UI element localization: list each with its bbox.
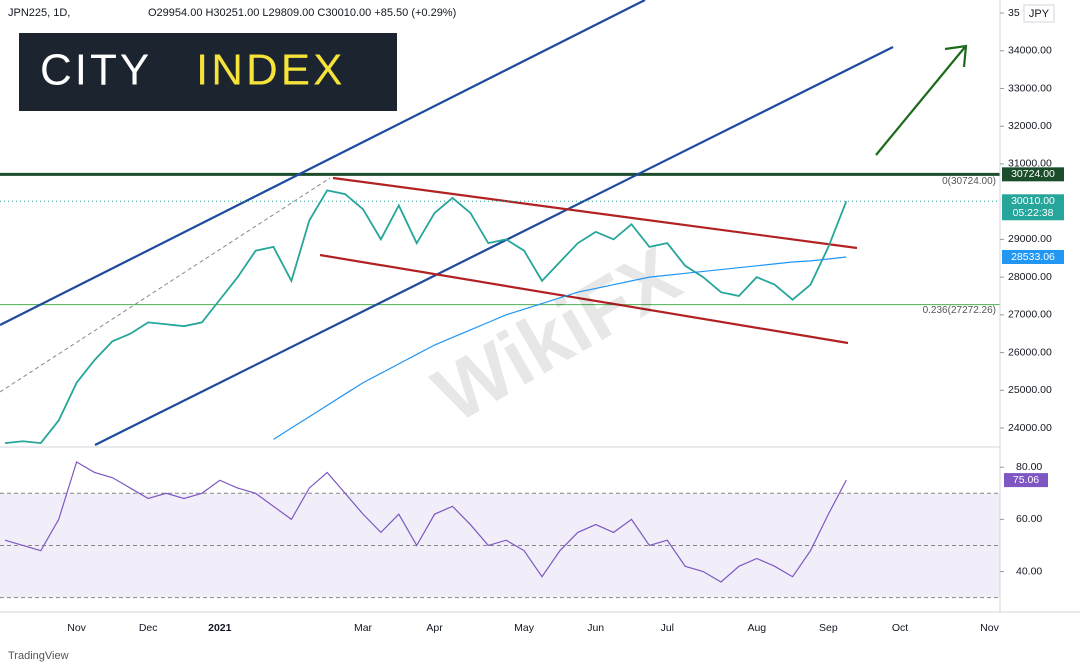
x-tick-label: Apr [426,622,443,634]
ohlc: O29954.00 H30251.00 L29809.00 C30010.00 … [148,7,456,19]
y-tick-label: 40.00 [1016,565,1042,577]
price-label-box [1002,194,1064,221]
x-tick-label: Aug [747,622,766,634]
price-label: 28533.06 [1011,251,1055,263]
symbol: JPN225, 1D, [8,7,70,19]
price-label-box [1002,249,1064,264]
y-tick-label: 25000.00 [1008,384,1052,396]
channel-line [332,176,858,250]
arrow [875,46,966,156]
price-label-time: 05:22:38 [1013,207,1054,219]
rsi-label: 75.06 [1013,474,1039,486]
y-tick-label: 35 [1008,7,1020,19]
fib-label: 0(30724.00) [942,176,996,187]
y-tick-label: 24000.00 [1008,422,1052,434]
channel-line [94,46,894,446]
y-tick-label: 33000.00 [1008,82,1052,94]
fib-trend-line [0,177,331,393]
y-tick-label: 31000.00 [1008,158,1052,170]
x-tick-label: May [514,622,535,634]
price-label: 30010.00 [1011,195,1055,207]
x-tick-label: Sep [819,622,838,634]
y-tick-label: 32000.00 [1008,120,1052,132]
y-tick-label: 27000.00 [1008,309,1052,321]
y-tick-label: 28000.00 [1008,271,1052,283]
footer: TradingView [8,650,69,662]
x-tick-label: 2021 [208,622,232,634]
logo-box [19,33,397,111]
x-tick-label: Jul [661,622,674,634]
logo-text: INDEX [196,46,345,95]
y-tick-label: 29000.00 [1008,233,1052,245]
moving-average [273,256,847,440]
channel-line [0,0,646,326]
x-tick-label: Dec [139,622,158,634]
rsi-label-box [1004,473,1048,488]
currency: JPY [1029,8,1050,20]
price-line [4,189,848,445]
channel-line [319,253,849,345]
fib-label: 0.236(27272.26) [923,305,996,316]
price-label-box [1002,167,1064,182]
y-tick-label: 60.00 [1016,513,1042,525]
y-tick-label: 34000.00 [1008,45,1052,57]
x-tick-label: Nov [980,622,999,634]
x-tick-label: Jun [587,622,604,634]
currency-box [1023,4,1055,23]
logo-text: CITY [40,46,152,95]
y-tick-label: 80.00 [1016,461,1042,473]
x-tick-label: Mar [354,622,373,634]
rsi-line [4,461,847,583]
price-label: 30724.00 [1011,168,1055,180]
x-tick-label: Oct [892,622,908,634]
x-tick-label: Nov [67,622,86,634]
arrow-head [944,44,968,68]
y-tick-label: 26000.00 [1008,346,1052,358]
